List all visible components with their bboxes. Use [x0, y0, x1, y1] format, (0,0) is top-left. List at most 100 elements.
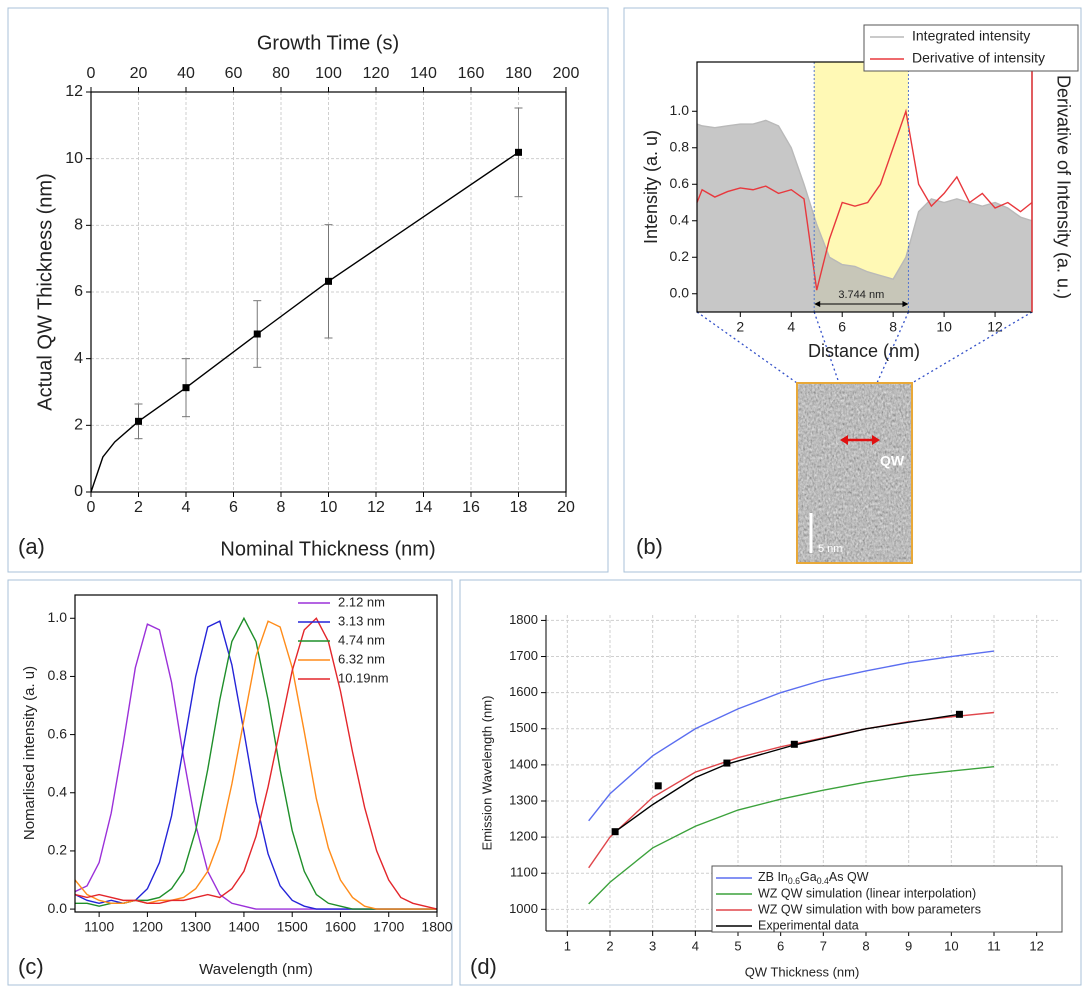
zoom-line: [696, 311, 798, 384]
x-tick-label: 12: [987, 319, 1003, 335]
x2-tick-label: 140: [410, 65, 437, 82]
x-tick-label: 6: [777, 938, 784, 953]
y-tick-label: 0.2: [48, 842, 68, 858]
y-tick-label: 0.6: [48, 725, 68, 741]
series-line: [74, 617, 438, 910]
x-tick-label: 8: [862, 938, 869, 953]
x-tick-label: 1800: [421, 919, 452, 935]
point: [253, 330, 261, 338]
y-tick-label: 12: [65, 83, 83, 100]
x-tick-label: 1600: [325, 919, 356, 935]
x-tick-label: 5: [734, 938, 741, 953]
zoom-line: [911, 311, 1033, 384]
x-tick-label: 14: [415, 499, 433, 516]
y-tick-label: 0.8: [48, 667, 68, 683]
legend-label: 4.74 nm: [338, 632, 385, 647]
x-tick-label: 1200: [132, 919, 163, 935]
legend-label: WZ QW simulation with bow parameters: [758, 902, 981, 916]
y-tick-label: 6: [74, 283, 83, 300]
tem-image: [796, 382, 913, 564]
x2-tick-label: 180: [505, 65, 532, 82]
x-tick-label: 12: [1029, 938, 1043, 953]
x2-tick-label: 120: [363, 65, 390, 82]
x-tick-label: 2: [736, 319, 744, 335]
x-tick-label: 8: [277, 499, 286, 516]
legend-label: 6.32 nm: [338, 651, 385, 666]
y-tick-label: 1700: [509, 648, 538, 663]
x-tick-label: 3: [649, 938, 656, 953]
x-tick-label: 0: [87, 499, 96, 516]
y-tick-label: 0.0: [48, 900, 68, 916]
x-tick-label: 11: [987, 938, 1001, 953]
point: [182, 384, 190, 392]
panel-label: (a): [18, 534, 45, 559]
point: [723, 759, 731, 767]
panel-label: (b): [636, 534, 663, 559]
point: [611, 828, 619, 836]
x-tick-label: 4: [787, 319, 795, 335]
panel-label: (c): [18, 954, 44, 979]
y-axis-label: Intensity (a. u): [641, 130, 661, 244]
x2-tick-label: 80: [272, 65, 290, 82]
x-tick-label: 20: [557, 499, 575, 516]
x-tick-label: 1: [564, 938, 571, 953]
y-tick-label: 1100: [510, 865, 538, 880]
y2-axis-label: Derivative of Intensity (a. u.): [1053, 75, 1073, 299]
x-tick-label: 4: [182, 499, 191, 516]
y-tick-label: 0.4: [48, 783, 68, 799]
y-tick-label: 0.0: [670, 284, 690, 300]
series-line: [696, 108, 1033, 291]
x-tick-label: 6: [229, 499, 238, 516]
x2-tick-label: 100: [315, 65, 342, 82]
x-tick-label: 9: [905, 938, 912, 953]
legend-label: ZB In0.6Ga0.4As QW: [758, 870, 869, 886]
x-tick-label: 1700: [373, 919, 404, 935]
x-tick-label: 1400: [228, 919, 259, 935]
y-tick-label: 1000: [509, 901, 538, 916]
qw-arrow-head: [840, 435, 880, 445]
x-tick-label: 1300: [180, 919, 211, 935]
x2-axis-label: Growth Time (s): [257, 32, 399, 54]
x-tick-label: 7: [820, 938, 827, 953]
x-tick-label: 1500: [277, 919, 308, 935]
point: [135, 417, 142, 425]
y-tick-label: 1300: [509, 792, 538, 807]
legend-label: WZ QW simulation (linear interpolation): [758, 886, 976, 900]
x2-tick-label: 60: [225, 65, 243, 82]
x-tick-label: 10: [936, 319, 952, 335]
y-axis-label: Emission Wavelength (nm): [479, 696, 494, 851]
y-tick-label: 0.2: [670, 248, 690, 264]
y-tick-label: 0: [74, 483, 83, 500]
y-tick-label: 1.0: [670, 102, 690, 118]
series-line: [90, 151, 519, 493]
point: [654, 782, 662, 790]
point: [325, 277, 332, 285]
y-axis-label: Actual QW Thickness (nm): [34, 173, 56, 410]
panel-border: [459, 579, 1082, 986]
legend-label: 10.19nm: [338, 670, 389, 685]
y-tick-label: 1400: [509, 756, 538, 771]
series-line: [614, 713, 960, 833]
x-tick-label: 1100: [84, 919, 114, 935]
legend-label: Integrated intensity: [912, 28, 1030, 44]
x2-tick-label: 200: [553, 65, 580, 82]
x2-tick-label: 20: [130, 65, 148, 82]
y-tick-label: 1800: [509, 612, 538, 627]
legend-label: Experimental data: [758, 918, 859, 932]
legend-label: 3.13 nm: [338, 613, 385, 628]
plot-frame: [90, 91, 567, 493]
x-tick-label: 12: [367, 499, 385, 516]
legend-box: [863, 24, 1079, 72]
y-tick-label: 0.4: [670, 211, 690, 227]
x2-tick-label: 0: [87, 65, 96, 82]
area: [697, 120, 1032, 312]
y-tick-label: 1600: [509, 684, 538, 699]
series-line: [588, 650, 995, 822]
y-tick-label: 1500: [509, 720, 538, 735]
x2-tick-label: 160: [458, 65, 485, 82]
y-tick-label: 0.6: [670, 175, 690, 191]
panel-border: [623, 7, 1082, 573]
y-tick-label: 2: [74, 417, 83, 434]
x-axis-label: Distance (nm): [808, 341, 920, 361]
